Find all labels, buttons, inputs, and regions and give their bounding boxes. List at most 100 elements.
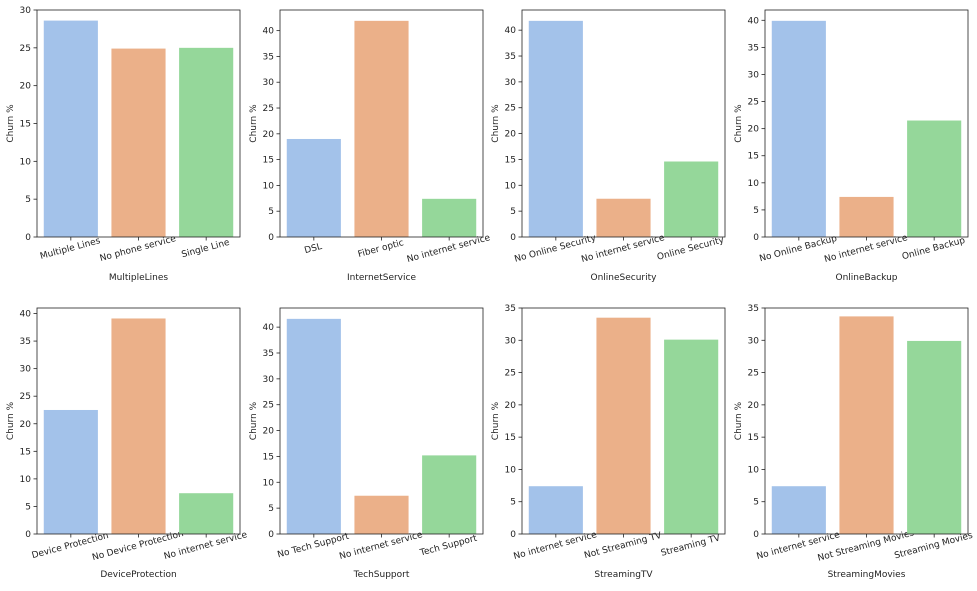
- y-tick-label: 35: [748, 43, 759, 53]
- y-tick-label: 30: [263, 78, 275, 88]
- y-axis-title: Churn %: [734, 401, 744, 440]
- axes-frame: [36, 307, 241, 535]
- y-tick-label: 0: [753, 530, 759, 540]
- y-tick-label: 25: [505, 369, 516, 379]
- y-tick-label: 35: [505, 52, 516, 62]
- y-tick-label: 0: [25, 233, 31, 243]
- y-tick-label: 5: [753, 206, 759, 216]
- y-tick-label: 15: [748, 152, 759, 162]
- bar: [664, 161, 719, 237]
- y-tick-label: 5: [753, 498, 759, 508]
- y-tick-label: 15: [20, 447, 31, 457]
- y-tick-label: 40: [505, 26, 517, 36]
- y-tick-label: 10: [748, 179, 760, 189]
- y-tick-label: 5: [268, 207, 274, 217]
- axes-frame: [36, 9, 241, 238]
- y-tick-label: 10: [20, 475, 32, 485]
- x-tick-label: Single Line: [181, 238, 232, 261]
- y-tick-label: 30: [20, 365, 32, 375]
- bar: [596, 317, 651, 534]
- y-tick-label: 5: [25, 502, 31, 512]
- x-axis-title: InternetService: [347, 273, 416, 283]
- y-tick-label: 10: [263, 181, 275, 191]
- y-tick-label: 35: [748, 304, 759, 314]
- y-tick-label: 20: [20, 82, 32, 92]
- y-tick-label: 20: [748, 401, 760, 411]
- bar: [771, 486, 826, 534]
- axes-frame: [521, 9, 726, 238]
- y-tick-label: 0: [510, 233, 516, 243]
- bar: [422, 455, 477, 534]
- y-tick-label: 10: [748, 465, 760, 475]
- y-tick-label: 0: [268, 233, 274, 243]
- y-tick-label: 5: [510, 207, 516, 217]
- y-tick-label: 40: [263, 323, 275, 333]
- bar: [664, 339, 719, 534]
- y-tick-label: 30: [748, 70, 760, 80]
- y-tick-label: 40: [263, 27, 275, 37]
- bar: [596, 198, 651, 237]
- y-tick-label: 25: [20, 44, 31, 54]
- bar: [839, 316, 894, 534]
- y-axis-title: Churn %: [491, 104, 501, 143]
- y-tick-label: 5: [268, 504, 274, 514]
- bar: [422, 198, 477, 237]
- y-tick-label: 35: [20, 337, 31, 347]
- y-tick-label: 15: [505, 155, 516, 165]
- y-tick-label: 35: [263, 52, 274, 62]
- y-axis-title: Churn %: [6, 104, 16, 143]
- y-tick-label: 10: [263, 478, 275, 488]
- y-tick-label: 15: [263, 452, 274, 462]
- bar: [111, 48, 166, 238]
- y-tick-label: 25: [505, 104, 516, 114]
- y-tick-label: 25: [748, 98, 759, 108]
- bar: [354, 20, 409, 237]
- y-tick-label: 25: [263, 401, 274, 411]
- y-tick-label: 35: [263, 349, 274, 359]
- bar: [111, 318, 166, 534]
- y-tick-label: 30: [505, 336, 517, 346]
- y-tick-label: 40: [748, 16, 760, 26]
- y-tick-label: 10: [20, 157, 32, 167]
- bar: [354, 495, 409, 534]
- y-tick-label: 0: [268, 530, 274, 540]
- y-tick-label: 10: [505, 465, 517, 475]
- y-tick-label: 5: [510, 498, 516, 508]
- y-tick-label: 30: [263, 375, 275, 385]
- y-tick-label: 25: [748, 369, 759, 379]
- axes-frame: [279, 307, 484, 535]
- x-axis-title: OnlineBackup: [835, 273, 897, 283]
- bar: [528, 20, 583, 238]
- x-axis-title: StreamingMovies: [828, 570, 906, 580]
- y-tick-label: 15: [263, 156, 274, 166]
- bar: [286, 138, 341, 237]
- axes-frame: [764, 307, 969, 535]
- y-axis-title: Churn %: [734, 104, 744, 143]
- y-tick-label: 0: [510, 530, 516, 540]
- bar: [286, 318, 341, 534]
- y-tick-label: 25: [20, 392, 31, 402]
- y-tick-label: 15: [505, 433, 516, 443]
- y-tick-label: 0: [753, 233, 759, 243]
- y-tick-label: 40: [20, 310, 32, 320]
- x-tick-label: Tech Support: [418, 534, 479, 559]
- x-axis-title: OnlineSecurity: [591, 273, 658, 283]
- bar: [771, 20, 826, 237]
- bar: [43, 20, 98, 237]
- y-axis-title: Churn %: [6, 401, 16, 440]
- y-tick-label: 25: [263, 104, 274, 114]
- y-axis-title: Churn %: [249, 104, 259, 143]
- y-tick-label: 15: [20, 120, 31, 130]
- bar: [907, 120, 962, 237]
- x-axis-title: StreamingTV: [594, 570, 653, 580]
- axes-frame: [279, 9, 484, 238]
- y-axis-title: Churn %: [249, 401, 259, 440]
- y-tick-label: 20: [263, 130, 275, 140]
- bar: [179, 47, 234, 238]
- x-axis-title: TechSupport: [353, 570, 410, 580]
- y-tick-label: 35: [505, 304, 516, 314]
- y-tick-label: 5: [25, 195, 31, 205]
- bar: [179, 493, 234, 534]
- axes-frame: [521, 307, 726, 535]
